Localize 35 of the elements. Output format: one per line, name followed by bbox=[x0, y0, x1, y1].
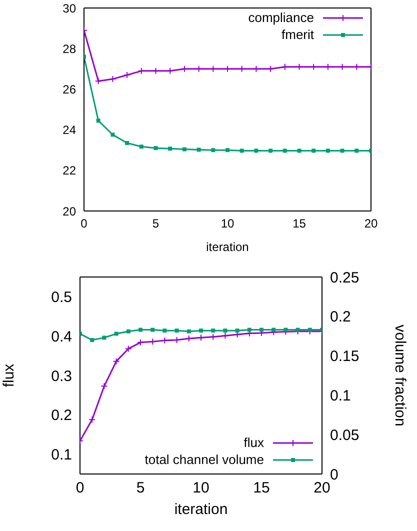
y2-axis-title: volume fraction bbox=[392, 324, 409, 426]
y-tick-label: 0.3 bbox=[51, 368, 72, 385]
x-tick-label: 5 bbox=[136, 480, 145, 497]
x-axis-title: iteration bbox=[174, 501, 228, 518]
x-tick-label: 15 bbox=[292, 216, 306, 231]
x-tick-label: 20 bbox=[314, 480, 330, 497]
x-tick-label: 0 bbox=[76, 480, 84, 497]
legend-label: fmerit bbox=[282, 26, 314, 43]
y-tick-label: 28 bbox=[62, 42, 76, 56]
y-tick-label: 22 bbox=[62, 164, 76, 178]
legend-label: total channel volume bbox=[144, 451, 264, 468]
x-tick-label: 15 bbox=[253, 480, 270, 497]
y2-tick-label: 0 bbox=[330, 466, 338, 484]
x-tick-label: 5 bbox=[152, 216, 160, 231]
x-axis-title: iteration bbox=[206, 240, 249, 254]
y2-tick-label: 0.05 bbox=[330, 426, 360, 444]
y-tick-label: 0.1 bbox=[51, 446, 72, 464]
y-tick-label: 26 bbox=[62, 82, 76, 96]
x-tick-label: 20 bbox=[364, 216, 378, 231]
y2-tick-label: 0.1 bbox=[330, 388, 351, 405]
x-tick-label: 10 bbox=[192, 480, 210, 497]
y2-tick-label: 0.15 bbox=[330, 348, 360, 366]
y2-tick-label: 0.2 bbox=[330, 308, 351, 326]
legend-label: flux bbox=[244, 434, 264, 451]
y-tick-label: 0.5 bbox=[51, 289, 72, 306]
y-tick-label: 0.2 bbox=[51, 407, 72, 424]
x-tick-label: 10 bbox=[220, 216, 234, 231]
y-tick-label: 0.4 bbox=[51, 328, 72, 346]
legend-label: compliance bbox=[248, 9, 314, 26]
y-tick-label: 30 bbox=[62, 1, 76, 16]
y2-tick-label: 0.25 bbox=[330, 269, 360, 286]
y-tick-label: 20 bbox=[62, 204, 76, 218]
y-axis-title: flux bbox=[0, 363, 18, 388]
y-tick-label: 24 bbox=[62, 123, 76, 138]
x-tick-label: 0 bbox=[80, 216, 88, 231]
